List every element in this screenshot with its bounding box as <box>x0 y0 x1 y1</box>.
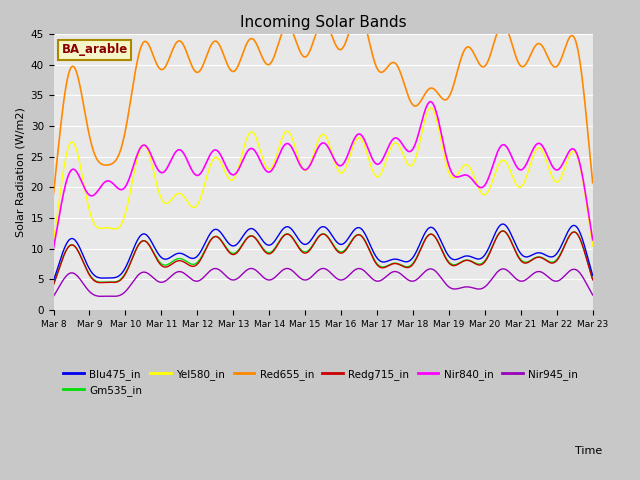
Text: BA_arable: BA_arable <box>61 43 128 56</box>
Text: Time: Time <box>575 445 602 456</box>
Title: Incoming Solar Bands: Incoming Solar Bands <box>240 15 406 30</box>
Legend: Blu475_in, Gm535_in, Yel580_in, Red655_in, Redg715_in, Nir840_in, Nir945_in: Blu475_in, Gm535_in, Yel580_in, Red655_i… <box>59 365 582 400</box>
Y-axis label: Solar Radiation (W/m2): Solar Radiation (W/m2) <box>15 107 25 237</box>
